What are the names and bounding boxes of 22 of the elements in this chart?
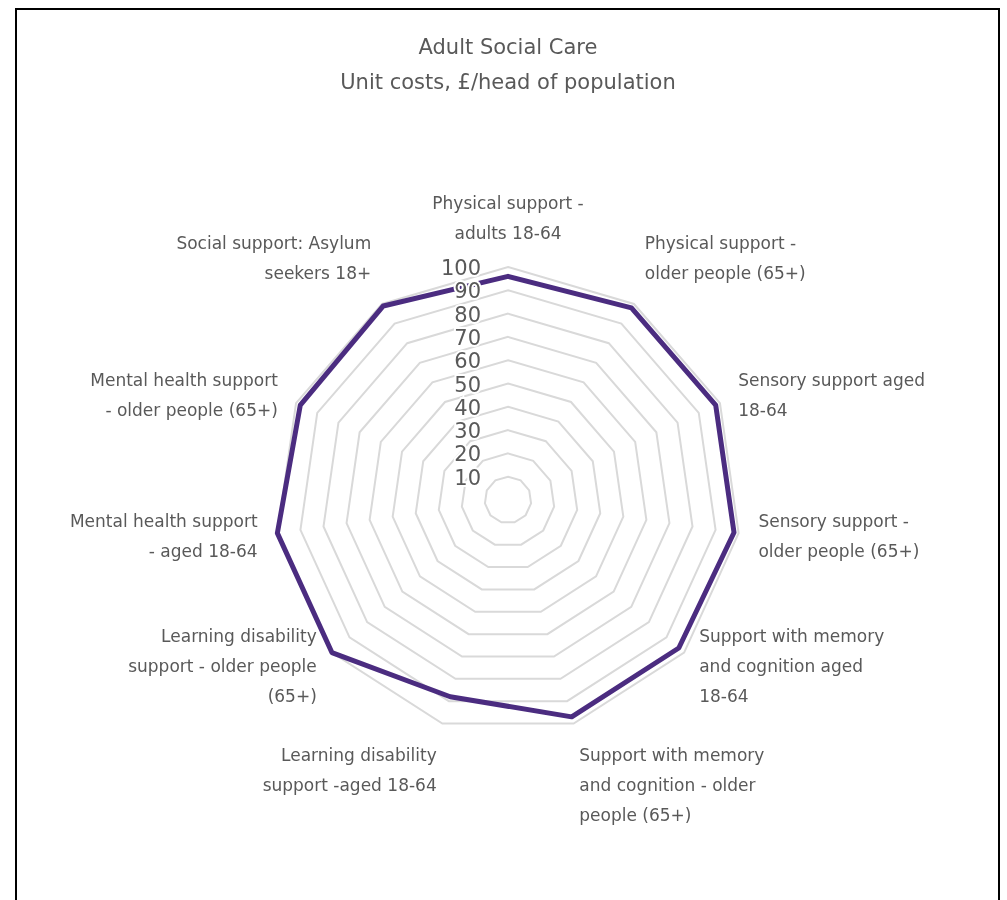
y-tick-label: 20 <box>454 442 481 467</box>
y-tick-label: 40 <box>454 395 481 420</box>
spoke-label: Learning disability support -aged 18-64 <box>262 744 437 795</box>
spoke-label: Sensory support - older people (65+) <box>758 511 920 562</box>
y-tick-label: 100 <box>440 256 481 280</box>
spoke-label: Mental health support - older people (65+) <box>90 369 279 420</box>
y-tick-label: 10 <box>454 465 481 490</box>
chart-subtitle: Unit costs, £/head of population <box>340 70 676 94</box>
spoke-label: Learning disability support - older people (65+) <box>128 625 317 706</box>
y-tick-label: 60 <box>454 349 481 374</box>
chart-title: Adult Social Care <box>418 35 598 59</box>
spoke-label: Physical support - older people (65+) <box>644 233 806 284</box>
spoke-label: Support with memory and cognition - older people (65+) <box>579 744 765 825</box>
y-tick-label: 70 <box>454 325 481 350</box>
spoke-label: Physical support - adults 18-64 <box>432 193 584 243</box>
y-tick-label: 80 <box>454 302 481 327</box>
spoke-label: Sensory support aged 18-64 <box>738 369 926 420</box>
y-tick-label: 50 <box>454 372 481 397</box>
spoke-label: Social support: Asylum seekers 18+ <box>176 233 372 284</box>
spoke-label: Support with memory and cognition aged 18-64 <box>699 625 885 706</box>
spoke-label: Mental health support - aged 18-64 <box>69 511 258 562</box>
y-tick-label: 30 <box>454 419 481 444</box>
